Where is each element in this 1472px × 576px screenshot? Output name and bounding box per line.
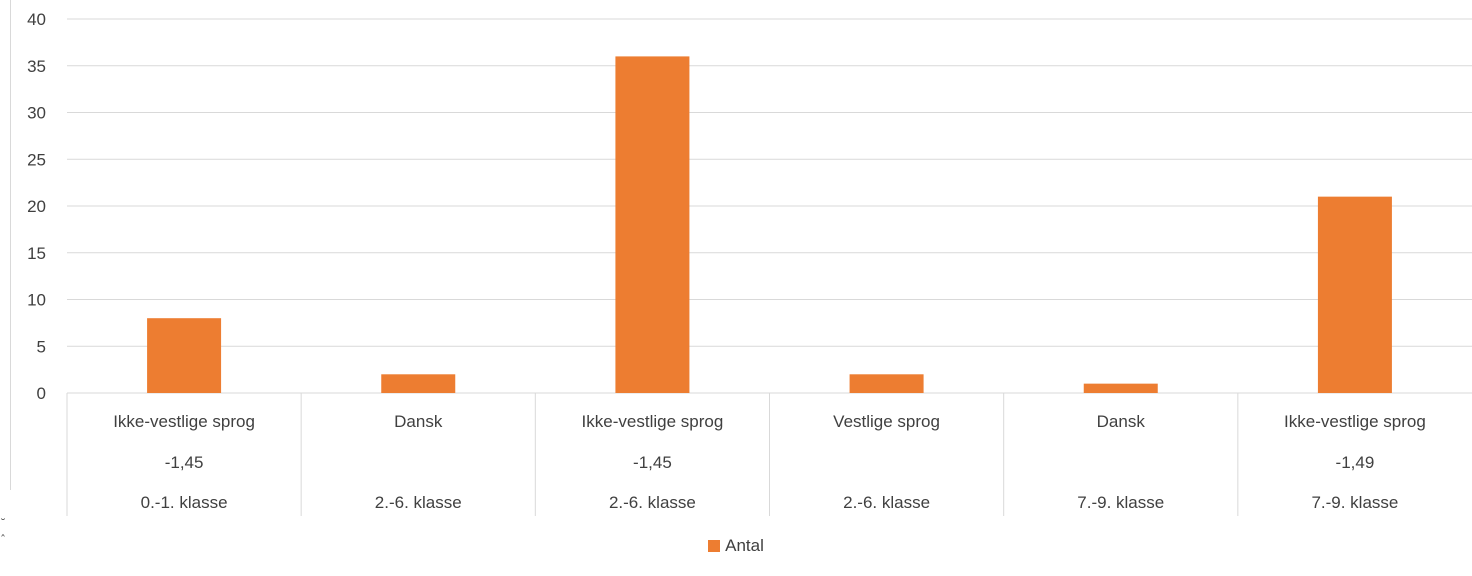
bar [381, 374, 456, 393]
x-category-label: Ikke-vestlige sprog [1284, 412, 1426, 431]
y-tick-label: 0 [37, 384, 46, 403]
y-tick-label: 25 [27, 150, 46, 169]
x-category-label: Dansk [1097, 412, 1146, 431]
x-category-label: 2.-6. klasse [843, 493, 930, 512]
bar [147, 318, 222, 393]
bar [1083, 383, 1158, 393]
y-tick-label: 30 [27, 104, 46, 123]
x-category-label: -1,45 [165, 453, 204, 472]
bar [1317, 196, 1392, 393]
x-category-label: Ikke-vestlige sprog [582, 412, 724, 431]
x-category-label: Vestlige sprog [833, 412, 940, 431]
y-tick-label: 35 [27, 57, 46, 76]
bar [849, 374, 924, 393]
x-category-label: Dansk [394, 412, 443, 431]
scroll-mark-1: ˘ [0, 517, 6, 531]
legend-label: Antal [725, 536, 764, 555]
y-tick-label: 15 [27, 244, 46, 263]
window-left-edge [10, 0, 11, 490]
y-tick-label: 10 [27, 291, 46, 310]
scroll-indicator[interactable]: ˘ ˆ [0, 516, 6, 548]
y-tick-label: 20 [27, 197, 46, 216]
x-category-label: Ikke-vestlige sprog [113, 412, 255, 431]
legend-swatch [708, 540, 721, 552]
legend: Antal [0, 536, 1472, 556]
x-category-label: -1,45 [633, 453, 672, 472]
x-category-label: 2.-6. klasse [609, 493, 696, 512]
y-tick-label: 40 [27, 10, 46, 29]
x-category-label: 7.-9. klasse [1077, 493, 1164, 512]
x-category-label: -1,49 [1336, 453, 1375, 472]
x-category-label: 2.-6. klasse [375, 493, 462, 512]
bar-chart: 0 5 10 15 20 25 30 35 40 Ikke-vestlige sprog -1,45… [27, 10, 1472, 516]
y-tick-label: 5 [37, 337, 46, 356]
x-category-label: 7.-9. klasse [1311, 493, 1398, 512]
bar [615, 56, 690, 394]
x-category-label: 0.-1. klasse [141, 493, 228, 512]
scroll-mark-2: ˆ [0, 533, 6, 547]
